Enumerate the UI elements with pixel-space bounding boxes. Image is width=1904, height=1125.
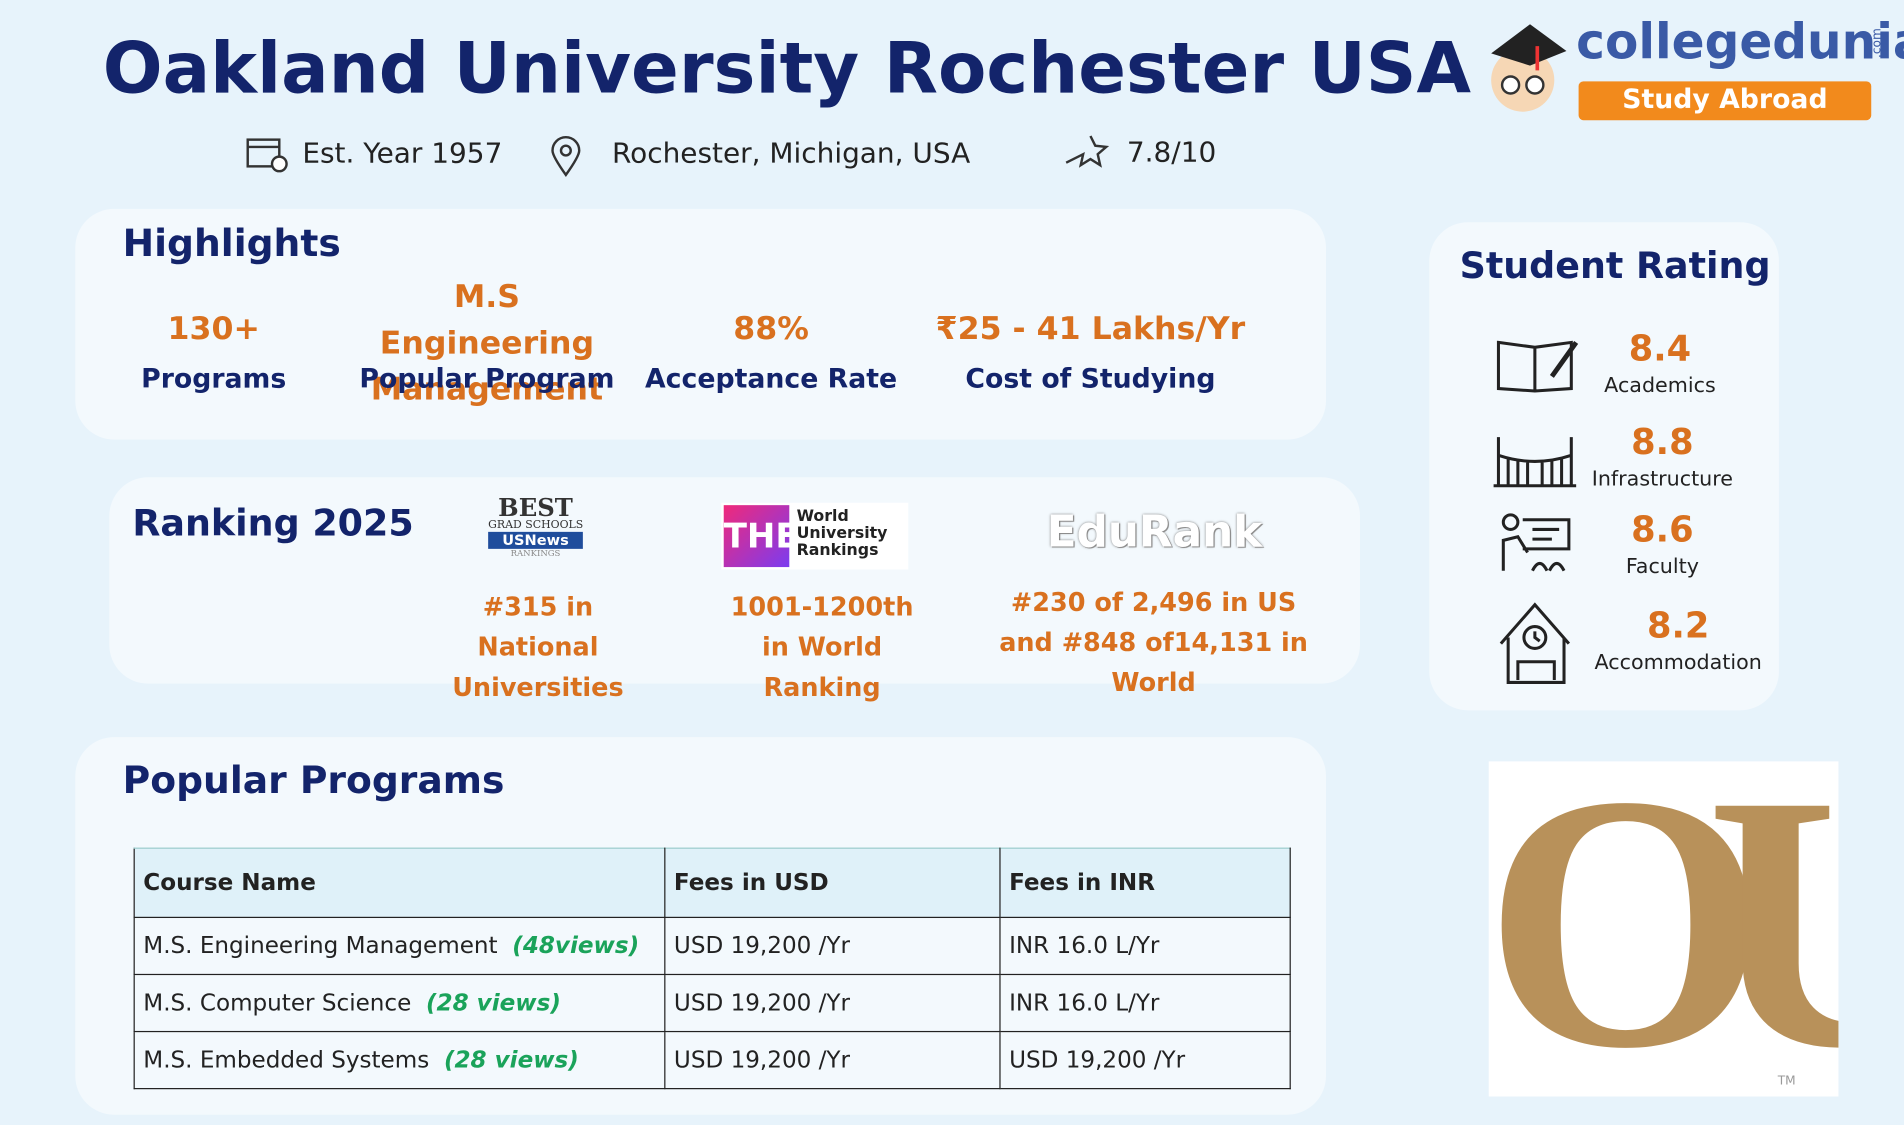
established: Est. Year 1957 [302, 138, 503, 171]
programs-table: Course Name Fees in USD Fees in INR M.S. En… [133, 847, 1291, 1090]
logo-tm: TM [1777, 1074, 1796, 1089]
highlight-value: M.S Engineering Management [370, 279, 604, 409]
the-mark: THE [723, 505, 799, 568]
course-views: (48views) [512, 932, 640, 960]
edurank-logo: EduRank [1046, 507, 1263, 558]
course-name: M.S. Engineering Management [143, 932, 498, 960]
usnews-best: BEST [498, 493, 573, 523]
brand-tagline: Study Abroad [1578, 81, 1872, 121]
course-cell: M.S. Computer Science (28 views) [133, 973, 666, 1033]
highlight-value: 88% [733, 310, 809, 348]
usnews-grad: GRAD SCHOOLS [488, 519, 584, 532]
rating-score: 8.4 [1628, 327, 1692, 370]
usnews-brand: USNews [488, 531, 583, 549]
rating-score: 8.8 [1631, 421, 1694, 463]
rating-score: 8.2 [1646, 604, 1710, 647]
header-cell: Course Name [133, 847, 666, 919]
usd-cell: USD 19,200 /Yr [664, 973, 1001, 1033]
mascot [1491, 24, 1567, 112]
pin-icon [551, 136, 581, 177]
rating-card [1429, 222, 1779, 711]
header-cell: Fees in USD [664, 847, 1001, 919]
course-views: (28 views) [443, 1046, 579, 1074]
inr-cell: USD 19,200 /Yr [999, 1030, 1291, 1090]
highlights-card [75, 208, 1327, 440]
university-logo: OU TM [1488, 761, 1839, 1097]
rating-icons [1493, 340, 1579, 684]
usnews-rankings: RANKINGS [510, 548, 561, 559]
logo-text: OU [1488, 761, 1839, 1097]
highlight-value: ₹25 - 41 Lakhs/Yr [935, 310, 1246, 348]
brand-suffix: .com [1870, 28, 1885, 59]
course-name: M.S. Computer Science [143, 989, 412, 1017]
highlight-label: Cost of Studying [965, 364, 1216, 395]
brand-name: collegedunia [1576, 14, 1904, 71]
header-cell: Fees in INR [999, 847, 1291, 919]
rating-score: 8.6 [1631, 508, 1694, 551]
ranking-text: #315 in National Universities [452, 592, 624, 702]
table-row: M.S. Embedded Systems (28 views) USD 19,2… [133, 1030, 1291, 1090]
location: Rochester, Michigan, USA [612, 138, 971, 171]
course-name: M.S. Embedded Systems [143, 1046, 430, 1074]
rating-label: Faculty [1625, 554, 1699, 580]
course-cell: M.S. Engineering Management (48views) [133, 916, 666, 976]
ranking-text: 1001-1200th in World Ranking [730, 592, 914, 702]
highlight-value: 130+ [167, 310, 260, 348]
highlight-label: Programs [141, 364, 287, 395]
rating: 7.8/10 [1126, 137, 1217, 169]
programs-title: Popular Programs [122, 758, 505, 803]
ranking-text: #230 of 2,496 in US and #848 of14,131 in… [999, 587, 1308, 698]
title: Oakland University Rochester USA [102, 26, 1472, 110]
table-header: Course Name Fees in USD Fees in INR [133, 847, 1291, 919]
the-logo: THE World University Rankings [721, 502, 909, 570]
ranking-title: Ranking 2025 [132, 502, 414, 546]
usd-cell: USD 19,200 /Yr [664, 916, 1001, 976]
inr-cell: INR 16.0 L/Yr [999, 916, 1291, 976]
rating-label: Infrastructure [1591, 467, 1734, 492]
the-text: World University Rankings [796, 507, 888, 560]
star-icon [1065, 135, 1110, 168]
rating-label: Academics [1604, 374, 1716, 399]
inr-cell: INR 16.0 L/Yr [999, 973, 1291, 1033]
highlights-title: Highlights [122, 222, 341, 266]
calendar-icon [246, 138, 288, 173]
rating-label: Accommodation [1594, 650, 1762, 676]
table-row: M.S. Engineering Management (48views) USD… [133, 916, 1291, 976]
highlight-label: Popular Program [359, 364, 615, 395]
usnews-logo: BEST GRAD SCHOOLS USNews RANKINGS [488, 495, 583, 575]
course-cell: M.S. Embedded Systems (28 views) [133, 1030, 666, 1090]
course-views: (28 views) [425, 989, 561, 1017]
highlight-label: Acceptance Rate [645, 364, 898, 395]
table-row: M.S. Computer Science (28 views) USD 19,2… [133, 973, 1291, 1033]
usd-cell: USD 19,200 /Yr [664, 1030, 1001, 1090]
rating-title: Student Rating [1459, 245, 1771, 288]
